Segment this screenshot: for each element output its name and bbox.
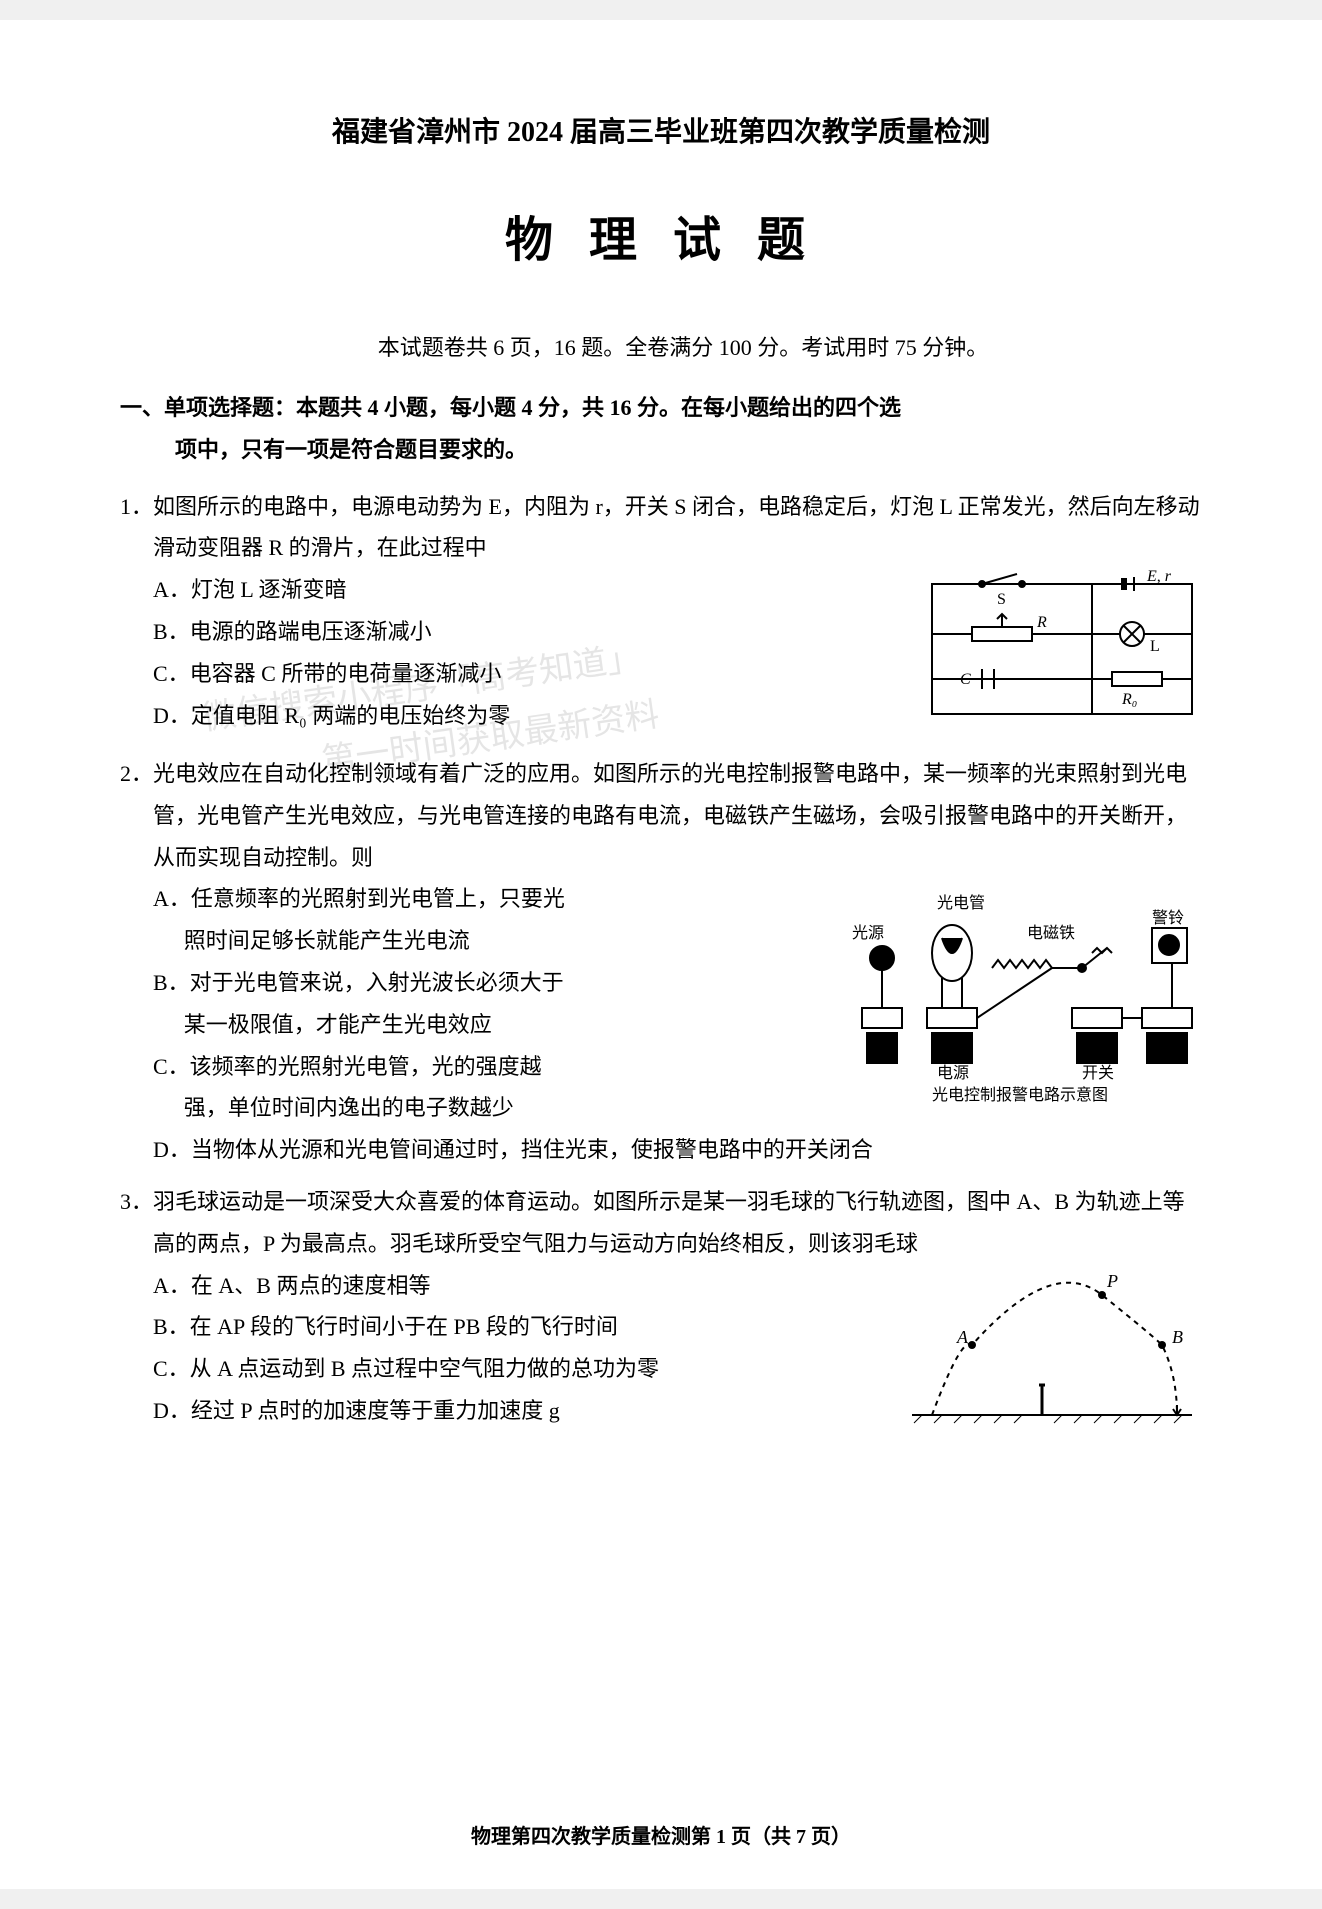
section-1-title: 一、单项选择题：本题共 4 小题，每小题 4 分，共 16 分。在每小题给出的四… (120, 387, 1202, 471)
q2-option-c2: 强，单位时间内逸出的电子数越少 (153, 1087, 822, 1129)
label-r0: R₀ (1121, 691, 1137, 708)
label-source: 光源 (852, 924, 884, 942)
q2-option-a2: 照时间足够长就能产生光电流 (153, 920, 822, 962)
q1-option-b: B．电源的路端电压逐渐减小 (153, 611, 902, 653)
q2-stem: 光电效应在自动化控制领域有着广泛的应用。如图所示的光电控制报警电路中，某一频率的… (153, 761, 1187, 870)
q2-option-d: D．当物体从光源和光电管间通过时，挡住光束，使报警电路中的开关闭合 (153, 1129, 1202, 1171)
label-c: C (960, 671, 971, 688)
label-e: E, r (1146, 569, 1172, 585)
fig-caption: 光电控制报警电路示意图 (932, 1085, 1108, 1104)
label-b: B (1172, 1327, 1183, 1347)
label-a: A (956, 1327, 969, 1347)
label-r: R (1036, 614, 1047, 631)
q1-option-a: A．灯泡 L 逐渐变暗 (153, 569, 902, 611)
q1-option-c: C．电容器 C 所带的电荷量逐渐减小 (153, 653, 902, 695)
page-footer: 物理第四次教学质量检测第 1 页（共 7 页） (0, 1820, 1322, 1849)
q2-option-b1: B．对于光电管来说，入射光波长必须大于 (153, 962, 822, 1004)
q2-option-d-row: D．当物体从光源和光电管间通过时，挡住光束，使报警电路中的开关闭合 (120, 1129, 1202, 1171)
q2-option-b2: 某一极限值，才能产生光电效应 (153, 1004, 822, 1046)
main-title: 物 理 试 题 (120, 200, 1202, 270)
question-1: 1．如图所示的电路中，电源电动势为 E，内阻为 r，开关 S 闭合，电路稳定后，… (120, 486, 1202, 743)
q1-options: A．灯泡 L 逐渐变暗 B．电源的路端电压逐渐减小 C．电容器 C 所带的电荷量… (120, 569, 902, 736)
label-l: L (1150, 638, 1160, 655)
q2-number: 2． (120, 761, 153, 786)
q3-trajectory-figure: A P B (902, 1265, 1202, 1449)
label-battery: 电源 (937, 1064, 969, 1082)
header-title: 福建省漳州市 2024 届高三毕业班第四次教学质量检测 (120, 110, 1202, 150)
question-3: 3．羽毛球运动是一项深受大众喜爱的体育运动。如图所示是某一羽毛球的飞行轨迹图，图… (120, 1181, 1202, 1448)
trajectory-svg: A P B (902, 1265, 1202, 1435)
q3-option-a: A．在 A、B 两点的速度相等 (153, 1265, 882, 1307)
q3-number: 3． (120, 1189, 153, 1214)
label-s: S (997, 591, 1006, 608)
q3-option-c: C．从 A 点运动到 B 点过程中空气阻力做的总功为零 (153, 1348, 882, 1390)
q1-stem: 如图所示的电路中，电源电动势为 E，内阻为 r，开关 S 闭合，电路稳定后，灯泡… (153, 494, 1200, 561)
label-p: P (1106, 1271, 1118, 1291)
label-magnet: 电磁铁 (1027, 924, 1075, 942)
circuit-svg: S E, r R L C R₀ (922, 569, 1202, 729)
section-1-line1: 一、单项选择题：本题共 4 小题，每小题 4 分，共 16 分。在每小题给出的四… (120, 395, 901, 420)
label-phototube: 光电管 (937, 894, 985, 912)
q1-number: 1． (120, 494, 153, 519)
q2-option-a1: A．任意频率的光照射到光电管上，只要光 (153, 878, 822, 920)
q1-option-d: D．定值电阻 R₀ 两端的电压始终为零 (153, 695, 902, 737)
q2-option-c1: C．该频率的光照射光电管，光的强度越 (153, 1046, 822, 1088)
q2-photo-figure: 光电管 光源 电磁铁 警铃 电源 开关 光电控制报警电路示意图 (842, 878, 1202, 1122)
label-bell: 警铃 (1152, 909, 1184, 927)
section-1-line2: 项中，只有一项是符合题目要求的。 (120, 429, 1202, 471)
q1-circuit-figure: S E, r R L C R₀ (922, 569, 1202, 743)
exam-page: 微信搜索小程序「高考知道」 第一时间获取最新资料 福建省漳州市 2024 届高三… (0, 20, 1322, 1889)
question-2: 2．光电效应在自动化控制领域有着广泛的应用。如图所示的光电控制报警电路中，某一频… (120, 753, 1202, 1171)
q3-options: A．在 A、B 两点的速度相等 B．在 AP 段的飞行时间小于在 PB 段的飞行… (120, 1265, 882, 1432)
exam-info: 本试题卷共 6 页，16 题。全卷满分 100 分。考试用时 75 分钟。 (120, 330, 1202, 362)
photo-circuit-svg: 光电管 光源 电磁铁 警铃 电源 开关 光电控制报警电路示意图 (842, 878, 1202, 1108)
q3-option-b: B．在 AP 段的飞行时间小于在 PB 段的飞行时间 (153, 1306, 882, 1348)
label-switch: 开关 (1082, 1064, 1114, 1082)
q3-option-d: D．经过 P 点时的加速度等于重力加速度 g (153, 1390, 882, 1432)
q3-stem: 羽毛球运动是一项深受大众喜爱的体育运动。如图所示是某一羽毛球的飞行轨迹图，图中 … (153, 1189, 1185, 1256)
q2-options: A．任意频率的光照射到光电管上，只要光 照时间足够长就能产生光电流 B．对于光电… (120, 878, 822, 1129)
